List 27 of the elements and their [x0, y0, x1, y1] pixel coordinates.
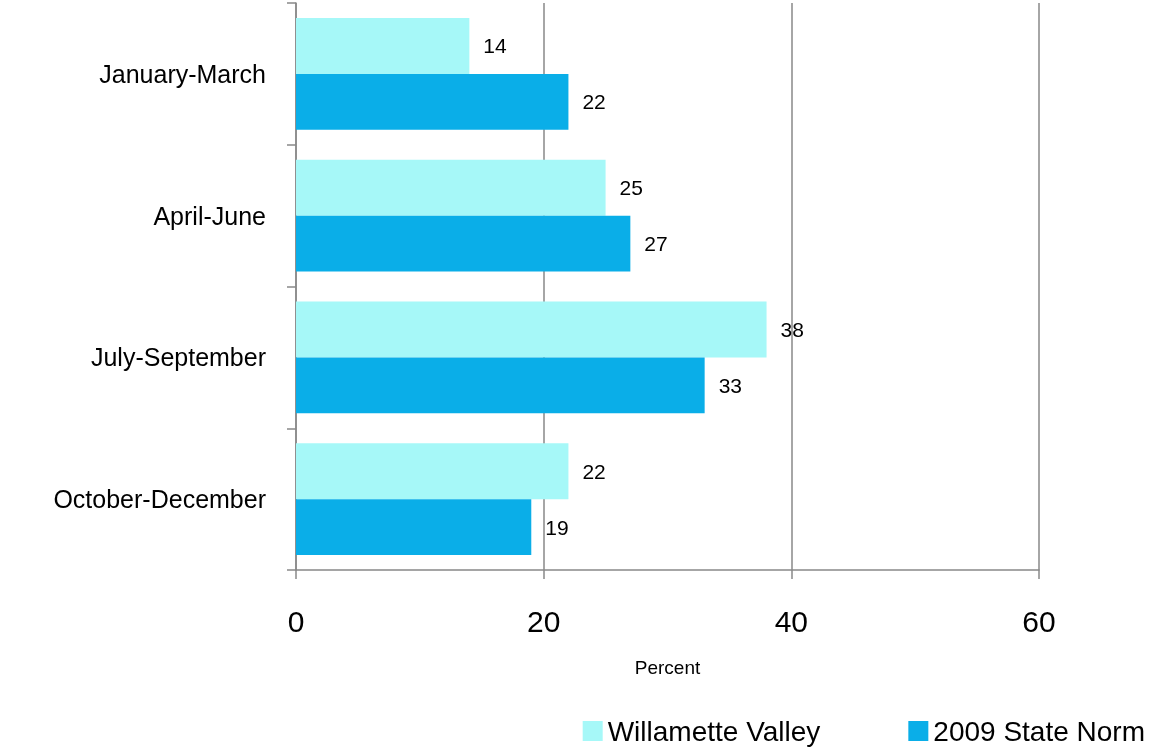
data-label: 33 [718, 373, 743, 397]
data-label: 27 [644, 232, 668, 256]
bar [296, 215, 631, 272]
legend-label: Willamette Valley [607, 715, 821, 747]
data-label: 14 [483, 34, 508, 58]
data-label: 38 [780, 317, 804, 341]
x-tick-label: 20 [526, 604, 561, 638]
x-axis-title: Percent [634, 657, 701, 678]
bar [296, 443, 569, 500]
data-label: 22 [582, 90, 606, 114]
x-tick-label: 40 [774, 604, 809, 638]
data-label: 22 [582, 459, 606, 483]
y-tick-label: July-September [90, 343, 266, 372]
y-tick-label: January-March [99, 59, 266, 88]
y-tick-label: April-June [153, 201, 266, 230]
legend-label: 2009 State Norm [933, 715, 1145, 747]
bar [296, 499, 532, 556]
data-label: 19 [545, 515, 569, 539]
y-tick-label: October-December [53, 485, 266, 514]
bar [296, 301, 767, 358]
bar [296, 73, 569, 130]
x-tick-label: 0 [287, 604, 305, 638]
bar [296, 159, 606, 216]
data-label: 25 [619, 176, 643, 200]
bar [296, 17, 470, 74]
x-tick-label: 60 [1022, 604, 1056, 638]
bar [296, 357, 705, 414]
